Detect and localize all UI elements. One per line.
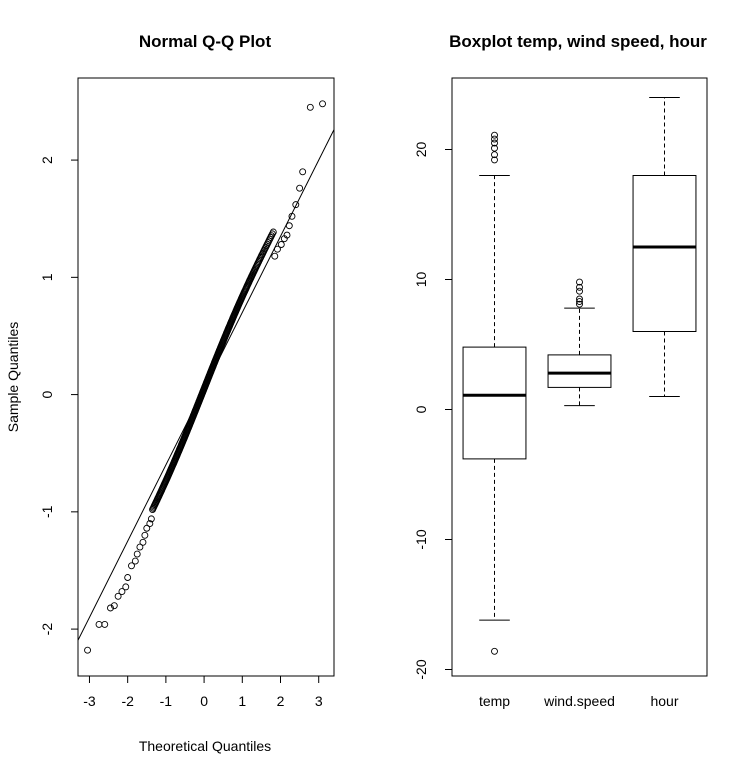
outlier-point: [491, 151, 498, 159]
qq-point: [114, 592, 122, 600]
qq-point: [283, 231, 291, 239]
boxplot-category-label: temp: [479, 693, 510, 709]
outlier-point: [491, 144, 498, 152]
qq-plot-title: Normal Q-Q Plot: [139, 32, 272, 51]
boxplot-title: Boxplot temp, wind speed, hour: [449, 32, 707, 51]
boxplot-frame: [451, 77, 708, 677]
qq-point: [306, 103, 314, 111]
qq-y-tick-label: 0: [39, 390, 55, 398]
outlier-point: [576, 278, 583, 286]
boxplot-y-ticks: -20 -10 0 10 20: [413, 142, 452, 680]
qq-point: [141, 531, 149, 539]
qq-point: [101, 620, 109, 628]
outlier-point: [491, 647, 498, 655]
qq-x-axis-label: Theoretical Quantiles: [139, 738, 271, 754]
boxplot-hour: [632, 97, 697, 397]
qq-point: [274, 245, 281, 253]
qq-point: [319, 100, 326, 108]
outlier-point: [576, 283, 583, 291]
qq-point: [139, 538, 147, 546]
boxplot-temp: [462, 131, 527, 655]
qq-x-tick-label: -3: [83, 693, 96, 709]
qq-point: [95, 620, 103, 628]
boxplot-category-label: hour: [650, 693, 678, 709]
boxplot-category-label: wind.speed: [543, 693, 615, 709]
qq-x-tick-label: 1: [238, 693, 246, 709]
outlier-point: [491, 156, 498, 164]
qq-point: [107, 604, 114, 612]
boxplot-y-tick-label: -20: [413, 659, 429, 679]
qq-x-tick-label: -2: [121, 693, 134, 709]
qq-y-tick-label: 1: [39, 273, 55, 281]
boxplot-category-labels: temp wind.speed hour: [479, 693, 679, 709]
qq-plot-frame: [77, 77, 335, 677]
outlier-point: [491, 135, 498, 143]
iqr-box: [632, 175, 697, 332]
qq-y-tick-label: -2: [39, 623, 55, 636]
boxplot-panel: Boxplot temp, wind speed, hour -20 -10 0 10…: [413, 32, 708, 709]
qq-point: [133, 550, 141, 558]
boxplot-y-tick-label: 0: [413, 405, 429, 413]
boxplot-y-tick-label: -10: [413, 529, 429, 549]
qq-x-tick-label: 3: [315, 693, 323, 709]
qq-point: [131, 557, 139, 565]
qq-point: [271, 252, 279, 260]
outlier-point: [491, 139, 498, 147]
qq-point: [269, 228, 277, 236]
qq-x-tick-label: 0: [200, 693, 208, 709]
qq-x-tick-label: -1: [160, 693, 173, 709]
qq-y-axis-label: Sample Quantiles: [5, 322, 21, 433]
boxplot-boxes: [462, 97, 697, 655]
qq-point: [277, 241, 285, 248]
qq-point: [147, 515, 155, 523]
outlier-point: [491, 131, 498, 139]
qq-x-ticks: -3 -2 -1 0 1 2 3: [83, 676, 323, 709]
qq-point: [146, 520, 154, 528]
qq-y-tick-label: -1: [39, 505, 55, 518]
qq-point: [136, 543, 144, 551]
qq-point: [84, 646, 92, 654]
iqr-box: [547, 354, 612, 388]
outlier-point: [576, 287, 583, 295]
qq-plot-panel: Normal Q-Q Plot Theoretical Quantiles Sa…: [5, 32, 335, 754]
qq-point: [128, 562, 135, 570]
qq-point: [124, 574, 132, 581]
qq-point: [110, 602, 118, 610]
qq-point: [122, 583, 130, 591]
qq-point: [288, 212, 296, 220]
qq-y-ticks: -2 -1 0 1 2: [39, 156, 78, 635]
qq-point: [299, 168, 307, 176]
qq-point: [296, 184, 304, 192]
outlier-point: [576, 298, 583, 306]
qq-y-tick-label: 2: [39, 156, 55, 164]
qq-point: [118, 588, 126, 596]
qq-point: [143, 524, 151, 532]
qq-point: [292, 201, 300, 209]
boxplot-y-tick-label: 10: [413, 272, 429, 288]
outlier-point: [576, 295, 583, 303]
qq-points: [84, 100, 326, 654]
qq-point: [285, 222, 293, 230]
qq-x-tick-label: 2: [277, 693, 285, 709]
iqr-box: [462, 346, 527, 460]
boxplot-wind-speed: [547, 278, 612, 407]
outlier-point: [576, 300, 583, 308]
boxplot-y-tick-label: 20: [413, 142, 429, 158]
